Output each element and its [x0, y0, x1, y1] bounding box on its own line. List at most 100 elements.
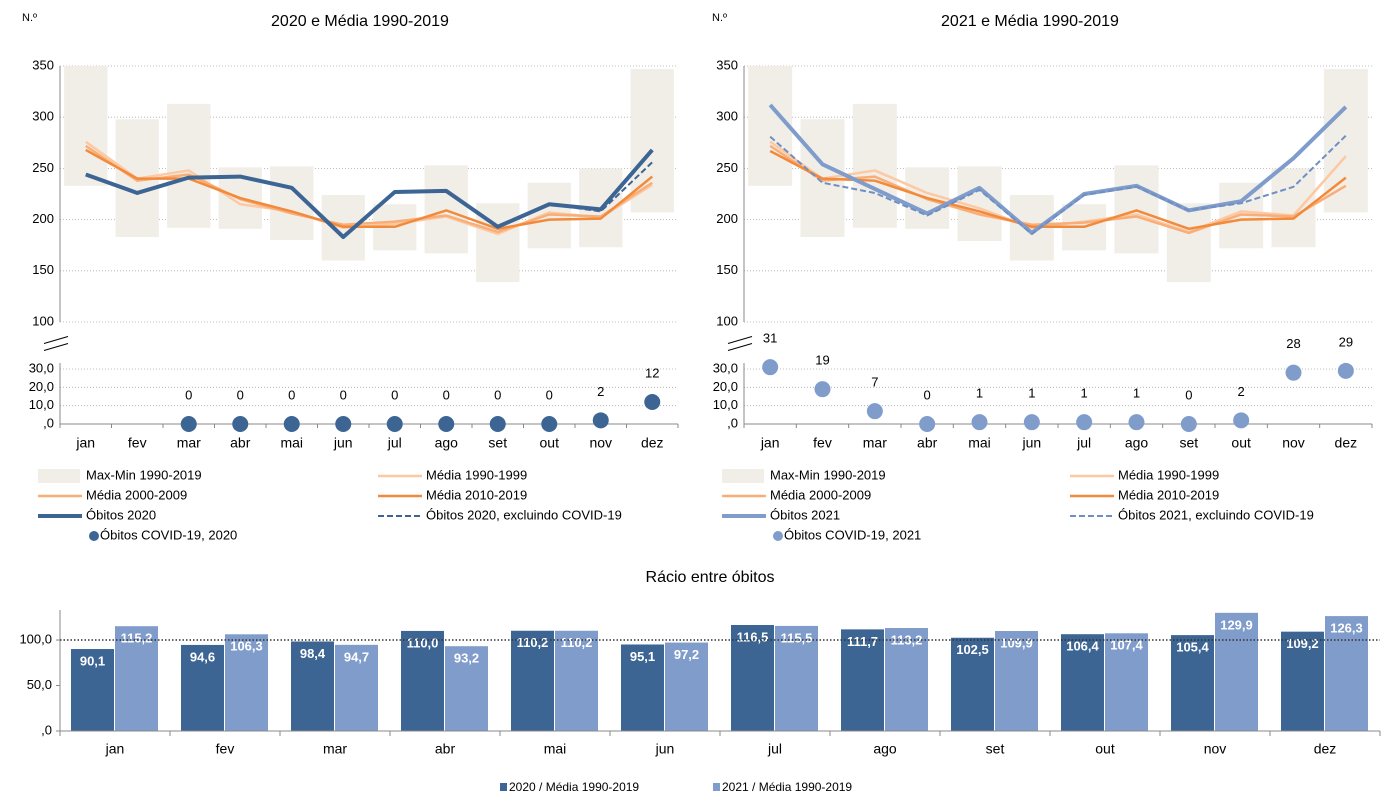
covid-dot: [541, 416, 558, 432]
x-tick-label: mar: [323, 741, 347, 757]
bar: [511, 630, 554, 731]
data-label: 0: [288, 387, 295, 402]
bar-label: 111,7: [847, 634, 878, 649]
y-tick-label: 20,0: [29, 379, 54, 394]
y-tick-label: 10,0: [29, 397, 54, 412]
bar: [1105, 633, 1148, 731]
x-tick-label: out: [1095, 741, 1115, 757]
bar: [1281, 631, 1324, 731]
bar-label: 90,1: [80, 653, 105, 668]
data-label: 0: [494, 387, 501, 402]
data-label: 29: [1339, 334, 1353, 349]
bar-label: 109,2: [1286, 636, 1319, 651]
x-tick-label: jun: [1021, 435, 1041, 451]
bar: [951, 637, 994, 731]
legend-label: Óbitos 2020: [86, 507, 156, 522]
y-tick-label: 250: [716, 160, 738, 175]
covid-dot: [814, 381, 831, 398]
covid-dot: [1180, 416, 1197, 432]
x-tick-label: abr: [435, 741, 456, 757]
covid-dot: [489, 416, 506, 432]
x-tick-label: jul: [1076, 435, 1091, 451]
x-tick-label: set: [488, 435, 507, 451]
y-tick-label: ,0: [41, 722, 52, 737]
x-tick-label: jul: [387, 435, 402, 451]
x-tick-label: fev: [128, 435, 147, 451]
bar: [1215, 612, 1258, 731]
bar: [885, 628, 928, 731]
y-tick-label: 100: [32, 313, 54, 328]
data-label: 7: [871, 375, 878, 390]
y-tick-label: ,0: [727, 415, 738, 430]
series-line: [769, 134, 1347, 235]
x-tick-label: mar: [863, 435, 887, 451]
chart-title: 2021 e Média 1990-2019: [941, 13, 1119, 30]
legend-label: Óbitos 2021, excluindo COVID-19: [1118, 507, 1314, 522]
legend-label: 2021 / Média 1990-2019: [722, 780, 852, 794]
covid-dot: [1285, 364, 1302, 381]
covid-dot: [1023, 414, 1040, 431]
range-band: [64, 66, 108, 186]
legend-label: Óbitos COVID-19, 2020: [100, 527, 237, 542]
range-band: [1166, 203, 1211, 283]
bar-label: 95,1: [630, 649, 655, 664]
axis-break: [43, 336, 69, 351]
data-label: 12: [645, 365, 659, 380]
data-label: 2: [1238, 384, 1245, 399]
bar-label: 110,0: [407, 635, 439, 650]
y-tick-label: 300: [32, 109, 54, 124]
data-label: 1: [1133, 386, 1140, 401]
legend-label: Óbitos 2020, excluindo COVID-19: [426, 507, 622, 522]
data-label: 0: [185, 387, 192, 402]
bar: [225, 634, 268, 731]
y-tick-label: 200: [32, 211, 54, 226]
y-tick-label: ,0: [43, 415, 54, 430]
x-tick-label: jan: [75, 435, 95, 451]
y-tick-label: 150: [32, 262, 54, 277]
data-label: 0: [340, 387, 347, 402]
covid-dot: [971, 414, 988, 431]
legend-label: Média 2010-2019: [1118, 487, 1219, 502]
legend-label: Max-Min 1990-2019: [86, 467, 202, 482]
data-label: 31: [763, 331, 777, 346]
covid-dot: [1076, 414, 1093, 431]
data-label: 1: [976, 386, 983, 401]
legend-swatch: [713, 783, 720, 791]
x-tick-label: set: [986, 741, 1005, 757]
bar: [1171, 635, 1214, 731]
bar: [995, 631, 1038, 731]
legend-swatch: [89, 531, 99, 541]
bar-label: 106,4: [1066, 639, 1099, 654]
bar: [401, 630, 444, 731]
bar-label: 113,2: [891, 632, 923, 647]
x-tick-label: jan: [760, 435, 780, 451]
data-label: 0: [546, 387, 553, 402]
data-label: 28: [1286, 336, 1300, 351]
x-tick-label: ago: [873, 741, 897, 757]
y-tick-label: 200: [716, 211, 738, 226]
y-tick-label: 350: [32, 57, 54, 72]
bar: [555, 630, 598, 731]
series-line: [769, 144, 1347, 235]
covid-dot: [335, 416, 352, 432]
x-tick-label: ago: [435, 435, 459, 451]
x-tick-label: abr: [230, 435, 251, 451]
data-label: 1: [1028, 386, 1035, 401]
covid-dot: [1337, 362, 1354, 379]
x-tick-label: out: [540, 435, 560, 451]
covid-dot: [232, 416, 249, 432]
x-tick-label: dez: [1335, 435, 1358, 451]
x-tick-label: jun: [333, 435, 353, 451]
series-line: [769, 149, 1347, 231]
bar-label: 115,5: [781, 630, 813, 645]
y-axis-label: N.º: [22, 12, 37, 24]
bar-label: 102,5: [956, 642, 989, 657]
x-tick-label: set: [1179, 435, 1198, 451]
covid-dot: [283, 416, 300, 432]
data-label: 0: [1185, 387, 1192, 402]
y-tick-label: 250: [32, 160, 54, 175]
bar: [181, 644, 224, 731]
bar-label: 110,2: [517, 635, 549, 650]
chart-title: Rácio entre óbitos: [646, 569, 775, 586]
